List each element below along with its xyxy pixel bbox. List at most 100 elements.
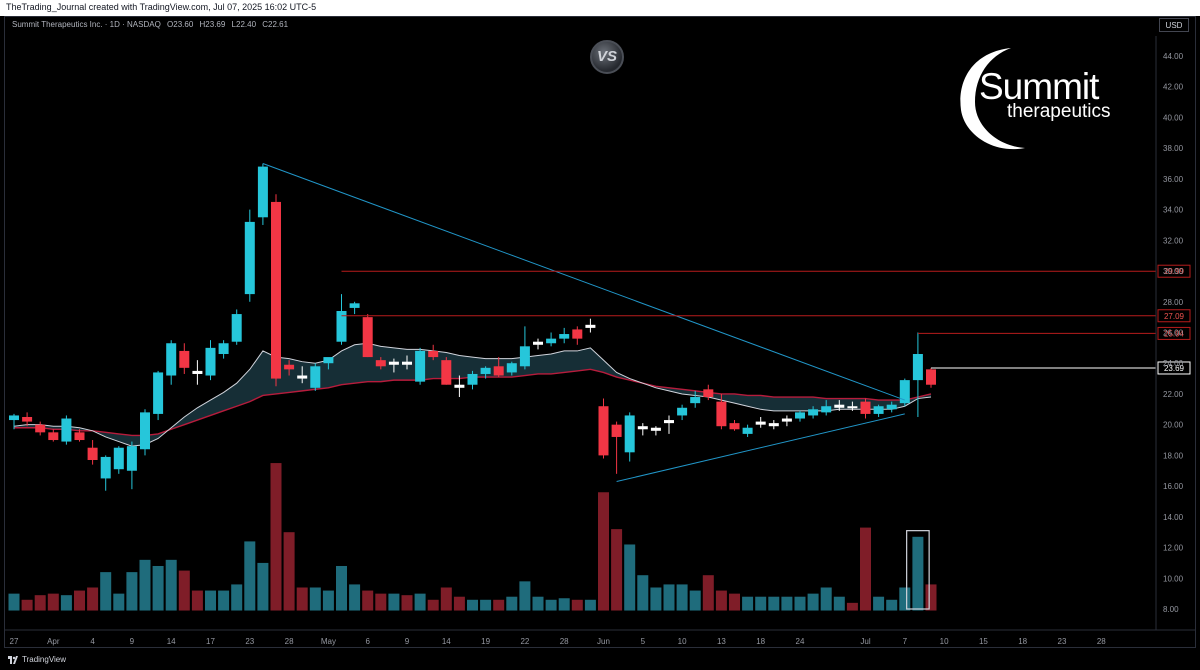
- volume-bar: [231, 584, 243, 611]
- volume-bar: [702, 575, 714, 611]
- volume-bar: [270, 463, 282, 611]
- candle-body: [821, 406, 832, 413]
- time-tick-label: Jul: [860, 637, 870, 646]
- candle-body: [808, 409, 819, 416]
- candle-body: [795, 412, 805, 419]
- time-axis: 27 Apr 4 9 14 17 23 28 May 6 9 14 19 22 28 Jun 5 10 13 18 24…: [5, 629, 1195, 646]
- price-tick-label: 28.00: [1163, 298, 1184, 307]
- price-tick-label: 32.00: [1163, 236, 1184, 245]
- time-tick-label: 10: [678, 637, 687, 646]
- footer-bar: TradingView: [0, 650, 1200, 670]
- summit-logo: Summit therapeutics: [955, 44, 1130, 154]
- price-tick-label: 8.00: [1163, 605, 1179, 614]
- volume-bar: [899, 587, 911, 611]
- volume-bar: [598, 492, 609, 611]
- price-tick-label: 44.00: [1163, 52, 1184, 61]
- time-tick-label: 7: [903, 637, 908, 646]
- candle-body: [624, 415, 635, 453]
- volume-bar: [781, 596, 793, 611]
- price-tick-label: 36.00: [1163, 175, 1184, 184]
- fast-ma-line: [13, 342, 932, 447]
- candle-body: [873, 406, 884, 414]
- currency-button[interactable]: USD: [1159, 18, 1189, 32]
- time-tick-label: 18: [756, 637, 765, 646]
- volume-bar: [912, 536, 924, 611]
- volume-bar: [794, 596, 806, 611]
- candle-body: [192, 370, 203, 374]
- candle-body: [664, 420, 674, 424]
- symbol-legend: Summit Therapeutics Inc. · 1D · NASDAQ O…: [12, 20, 288, 29]
- volume-bar: [532, 596, 544, 611]
- time-tick-label: 27: [10, 637, 19, 646]
- candle-body: [415, 350, 426, 382]
- candle-body: [742, 427, 753, 434]
- candle-body: [533, 341, 543, 345]
- volume-bar: [558, 598, 570, 611]
- candle-body: [454, 384, 465, 388]
- drawings: 29.99 27.09 25.94 23.69: [262, 163, 1191, 610]
- candle-body: [650, 427, 661, 431]
- time-tick-label: 5: [641, 637, 646, 646]
- volume-bar: [205, 590, 216, 611]
- volume-bar: [480, 599, 492, 611]
- level-label: 25.94: [1164, 329, 1185, 338]
- volume-bar: [139, 559, 151, 611]
- volume-bar: [493, 599, 505, 611]
- time-tick-label: 28: [285, 637, 294, 646]
- volume-bar: [60, 595, 72, 611]
- candle-body: [847, 406, 858, 409]
- volume-bar: [414, 593, 426, 611]
- last-price-label: 23.69: [1164, 364, 1185, 373]
- price-tick-label: 20.00: [1163, 421, 1184, 430]
- candle-body: [323, 357, 334, 364]
- volume-bar: [768, 596, 780, 611]
- volume-bar: [21, 599, 33, 611]
- candle-body: [886, 404, 897, 410]
- volume-bar: [283, 532, 295, 611]
- candle-body: [166, 343, 177, 376]
- volume-bar: [349, 584, 361, 611]
- candle-body: [310, 366, 321, 388]
- volume-bar: [244, 541, 256, 611]
- low-value: L22.40: [231, 20, 257, 29]
- time-tick-label: 28: [560, 637, 569, 646]
- candle-body: [100, 456, 111, 479]
- candle-body: [546, 338, 557, 344]
- volume-bar: [218, 590, 230, 611]
- volume-bar: [467, 599, 478, 611]
- candle-body: [140, 412, 150, 450]
- candle-body: [899, 380, 910, 404]
- candle-body: [179, 350, 190, 368]
- volume-bar: [453, 596, 465, 611]
- price-chart[interactable]: 29.99 27.09 25.94 23.69 8.00 10.00 12.00 14.00…: [0, 0, 1200, 650]
- footer-label: TradingView: [22, 655, 67, 664]
- time-tick-label: 14: [167, 637, 176, 646]
- candle-body: [113, 447, 124, 470]
- candle-body: [61, 418, 72, 442]
- trendline: [262, 163, 905, 401]
- volume-bar: [886, 599, 898, 611]
- level-label-box: [1157, 264, 1191, 278]
- candle-body: [781, 418, 792, 422]
- candle-body: [834, 404, 845, 408]
- time-tick-label: 22: [520, 637, 529, 646]
- candle-body: [912, 354, 923, 381]
- volume-bar: [336, 565, 347, 611]
- volume-bar: [584, 599, 596, 611]
- volume-bar: [807, 593, 819, 611]
- candle-body: [755, 421, 766, 425]
- volume-bar: [820, 587, 832, 611]
- candle-body: [703, 389, 714, 398]
- candle-body: [480, 367, 491, 374]
- volume-bar: [860, 527, 871, 611]
- volume-bar: [873, 596, 885, 611]
- price-tick-label: 42.00: [1163, 83, 1184, 92]
- level-label: 29.99: [1164, 267, 1185, 276]
- candle-body: [519, 346, 530, 367]
- candle-body: [74, 432, 85, 441]
- volume-bars: [8, 463, 937, 611]
- time-tick-label: 17: [206, 637, 215, 646]
- trendline: [616, 413, 905, 482]
- candle-body: [257, 166, 268, 218]
- price-tick-label: 40.00: [1163, 113, 1184, 122]
